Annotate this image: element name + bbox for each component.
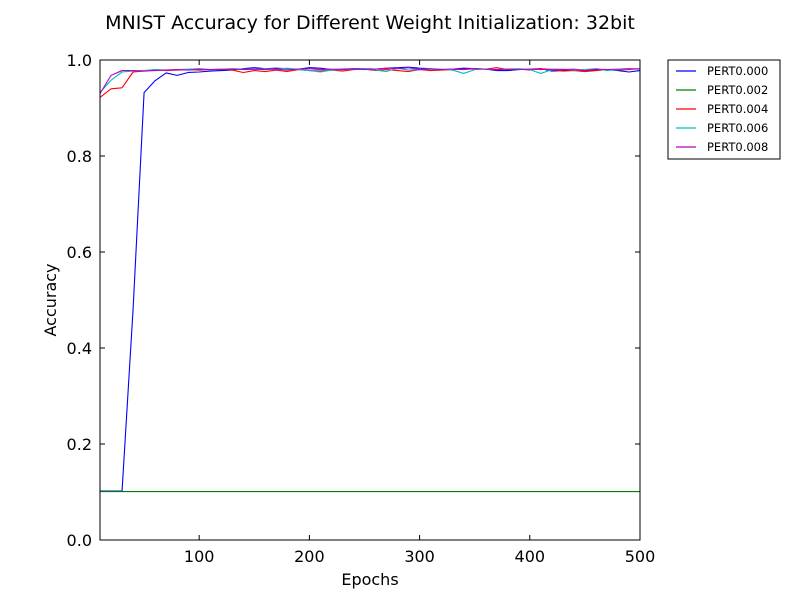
y-axis-label: Accuracy bbox=[41, 263, 60, 336]
legend-label: PERT0.002 bbox=[707, 83, 768, 97]
series-line-pert0-008 bbox=[99, 67, 641, 94]
x-tick-label: 500 bbox=[625, 547, 656, 566]
y-tick-label: 0.4 bbox=[67, 339, 92, 358]
y-tick-label: 0.0 bbox=[67, 531, 92, 550]
ticks-layer: 100 200 300 400 500 0.0 0.2 0.4 0.6 0.8 1.0 bbox=[67, 51, 656, 566]
legend: PERT0.000 PERT0.002 PERT0.004 PERT0.006 PERT… bbox=[667, 59, 781, 160]
y-tick-label: 1.0 bbox=[67, 51, 92, 70]
legend-label: PERT0.008 bbox=[707, 140, 768, 154]
y-tick-label: 0.8 bbox=[67, 147, 92, 166]
legend-label: PERT0.004 bbox=[707, 102, 768, 116]
x-tick-label: 200 bbox=[294, 547, 325, 566]
x-tick-label: 400 bbox=[515, 547, 546, 566]
x-axis-label: Epochs bbox=[341, 570, 398, 589]
x-tick-label: 300 bbox=[404, 547, 435, 566]
legend-label: PERT0.000 bbox=[707, 64, 768, 78]
chart-title: MNIST Accuracy for Different Weight Init… bbox=[105, 12, 635, 34]
plot-frame bbox=[99, 59, 641, 541]
y-tick-label: 0.2 bbox=[67, 435, 92, 454]
series-layer bbox=[99, 66, 641, 493]
legend-label: PERT0.006 bbox=[707, 121, 768, 135]
legend-items: PERT0.000 PERT0.002 PERT0.004 PERT0.006 PERT… bbox=[676, 64, 768, 154]
x-tick-label: 100 bbox=[184, 547, 215, 566]
y-tick-label: 0.6 bbox=[67, 243, 92, 262]
